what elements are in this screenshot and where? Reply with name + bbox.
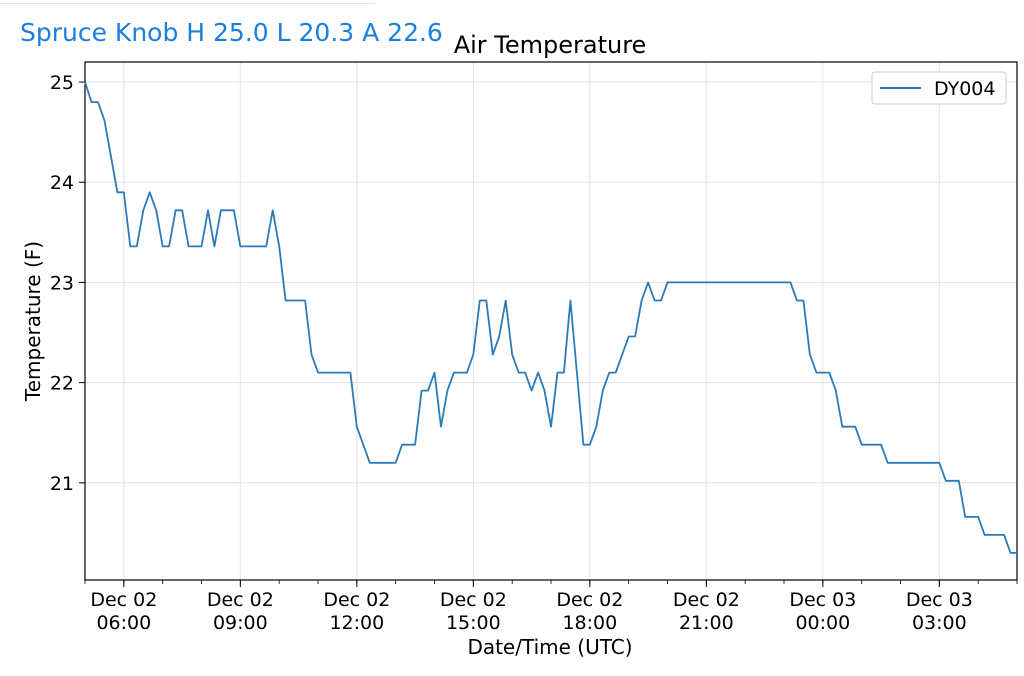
legend: DY004: [871, 71, 1007, 105]
chart-title: Air Temperature: [454, 31, 647, 59]
x-tick-label-date: Dec 02: [323, 589, 390, 611]
x-tick-label-date: Dec 02: [440, 589, 507, 611]
x-tick-label-date: Dec 02: [90, 589, 157, 611]
x-tick-label-date: Dec 02: [556, 589, 623, 611]
y-tick-label: 24: [50, 172, 74, 194]
series-layer: [84, 81, 1017, 554]
y-tick-label: 21: [50, 473, 74, 495]
x-tick-label-time: 15:00: [446, 612, 501, 634]
x-tick-label-date: Dec 03: [789, 589, 856, 611]
station-summary-header[interactable]: Spruce Knob H 25.0 L 20.3 A 22.6: [20, 18, 443, 47]
x-tick-label-date: Dec 03: [906, 589, 973, 611]
x-tick-label-time: 09:00: [213, 612, 268, 634]
x-tick-label-time: 21:00: [679, 612, 734, 634]
y-axis-label: Temperature (F): [21, 241, 45, 402]
grid: [85, 62, 1017, 580]
x-tick-label-time: 06:00: [96, 612, 151, 634]
x-tick-label-time: 12:00: [329, 612, 384, 634]
legend-label-dy004: DY004: [934, 78, 995, 100]
x-tick-label-date: Dec 02: [207, 589, 274, 611]
plot-frame: [84, 61, 1018, 581]
legend-box: [871, 71, 1007, 105]
x-tick-label-time: 18:00: [562, 612, 617, 634]
y-tick-label: 25: [50, 72, 74, 94]
top-divider: [0, 3, 375, 4]
x-tick-label-date: Dec 02: [673, 589, 740, 611]
series-line-dy004: [84, 81, 1017, 554]
x-tick-label-time: 03:00: [912, 612, 967, 634]
y-tick-label: 23: [50, 272, 74, 294]
x-tick-label-time: 00:00: [795, 612, 850, 634]
y-tick-label: 22: [50, 373, 74, 395]
x-axis-label: Date/Time (UTC): [467, 635, 632, 659]
